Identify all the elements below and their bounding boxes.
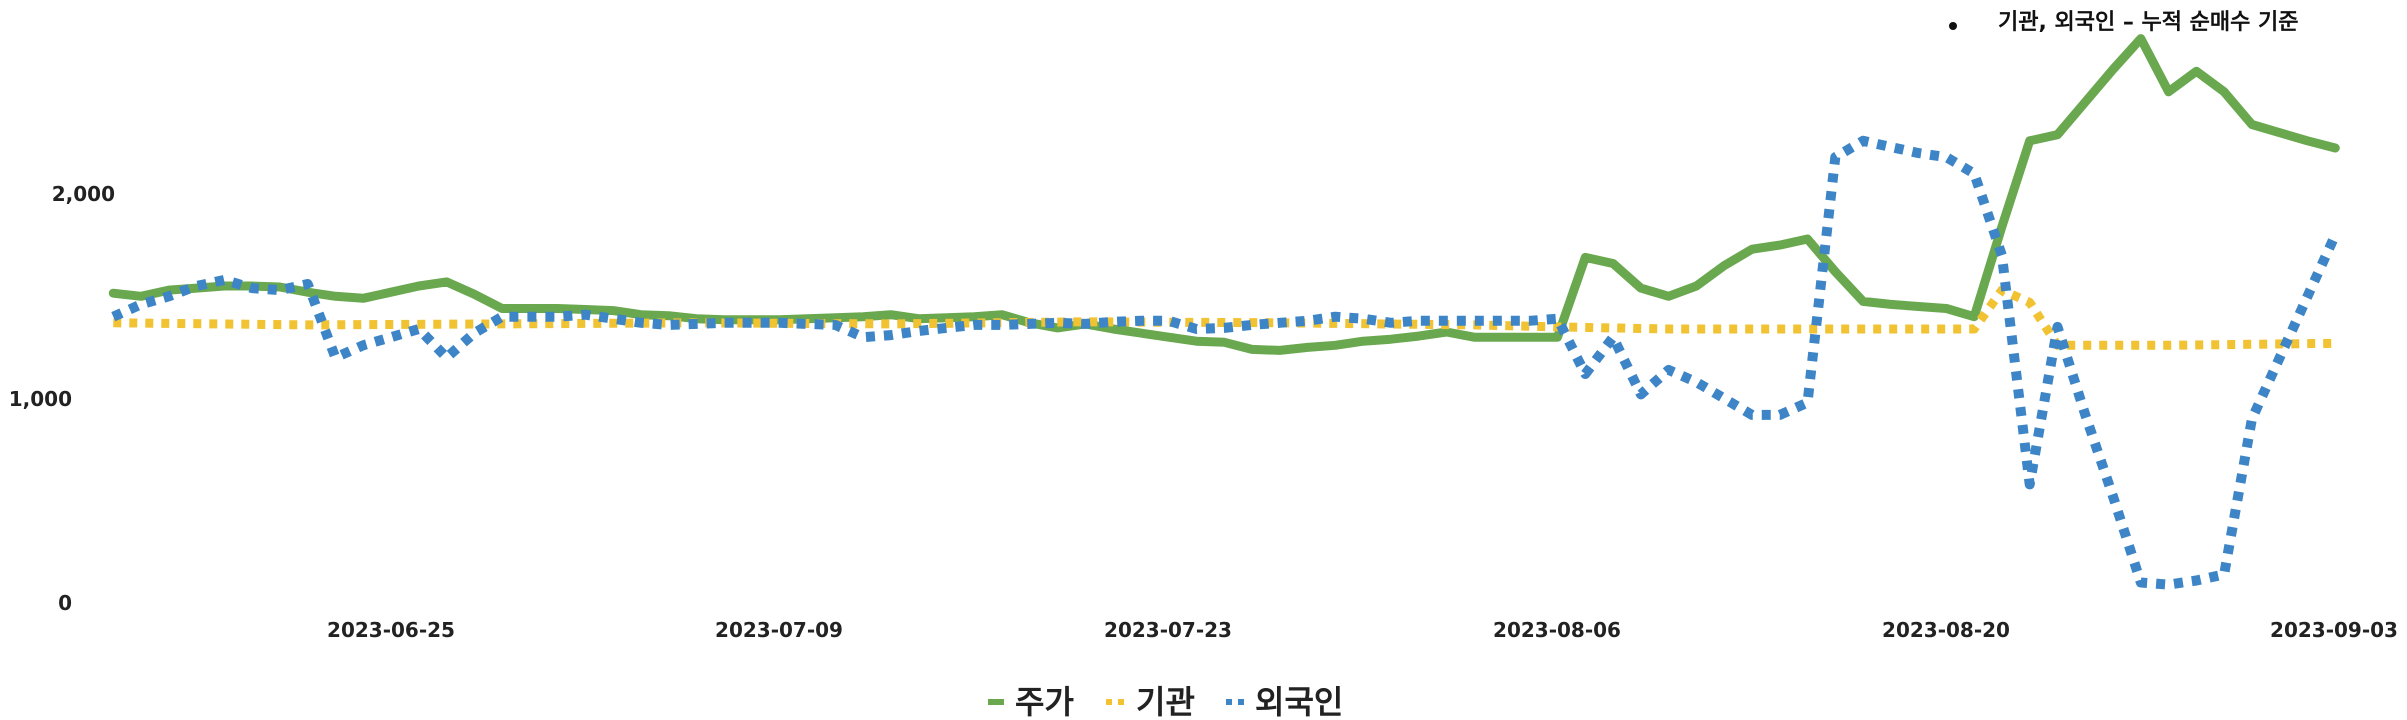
y-tick-label: 2,000 — [52, 182, 115, 206]
series-line-institution — [113, 285, 2336, 350]
annotation-text: 기관, 외국인 – 누적 순매수 기준 — [1998, 10, 2299, 35]
x-axis-tick-labels: 2023-06-25 2023-07-09 2023-07-23 2023-08… — [327, 618, 2398, 642]
y-tick-label: 0 — [58, 591, 72, 615]
series-layer — [108, 34, 2340, 590]
x-tick-label: 2023-08-20 — [1882, 618, 2010, 642]
legend[interactable]: 주가 기관 외국인 — [988, 683, 1343, 720]
y-tick-label: 1,000 — [9, 387, 72, 411]
x-tick-label: 2023-07-23 — [1104, 618, 1232, 642]
legend-label-foreigner: 외국인 — [1255, 683, 1343, 720]
y-axis-tick-labels: 0 1,000 2,000 — [9, 182, 115, 615]
legend-label-institution: 기관 — [1136, 683, 1195, 720]
legend-label-stock-price: 주가 — [1015, 683, 1074, 720]
annotation-bullet-icon — [1949, 22, 1957, 30]
chart-annotation: 기관, 외국인 – 누적 순매수 기준 — [1949, 10, 2299, 35]
series-line-foreigner — [111, 135, 2340, 590]
x-tick-label: 2023-09-03 — [2270, 618, 2398, 642]
x-tick-label: 2023-07-09 — [715, 618, 843, 642]
series-line-stock-price — [108, 34, 2340, 355]
x-tick-label: 2023-08-06 — [1493, 618, 1621, 642]
x-tick-label: 2023-06-25 — [327, 618, 455, 642]
